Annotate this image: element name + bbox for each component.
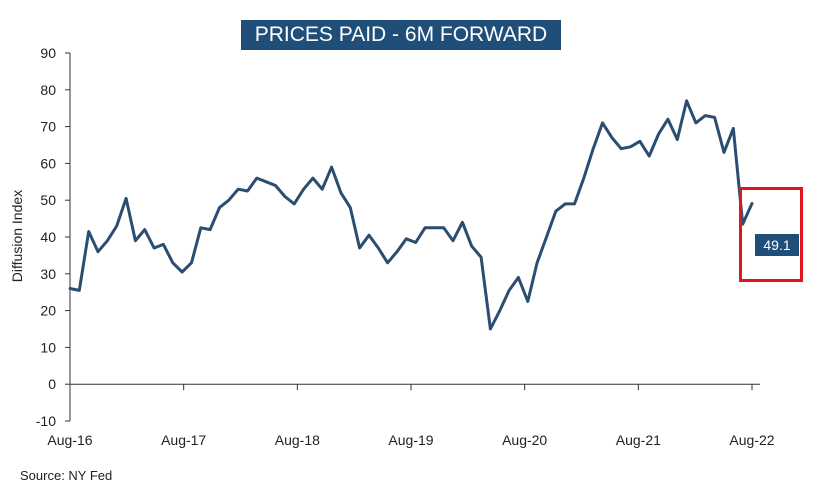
x-tick-label: Aug-18: [275, 432, 320, 448]
x-tick-label: Aug-21: [616, 432, 661, 448]
y-axis-label: Diffusion Index: [9, 189, 25, 283]
x-tick-label: Aug-16: [47, 432, 92, 448]
x-tick-label: Aug-19: [388, 432, 433, 448]
highlight-box: [739, 187, 803, 282]
y-tick-label: 90: [40, 45, 56, 61]
y-tick-label: 30: [40, 266, 56, 282]
y-tick-label: -10: [36, 413, 56, 429]
chart-title: PRICES PAID - 6M FORWARD: [241, 20, 561, 50]
last-value-callout: 49.1: [755, 234, 799, 256]
y-tick-label: 10: [40, 339, 56, 355]
series-area: [68, 99, 754, 331]
x-tick-label: Aug-17: [161, 432, 206, 448]
source-note: Source: NY Fed: [20, 468, 113, 483]
y-tick-label: 60: [40, 155, 56, 171]
x-tick-label: Aug-20: [502, 432, 547, 448]
series-line: [68, 99, 754, 331]
x-tick-label: Aug-22: [729, 432, 774, 448]
y-tick-label: 50: [40, 192, 56, 208]
y-tick-label: 0: [48, 376, 56, 392]
x-axis: Aug-16 Aug-17 Aug-18 Aug-19 Aug-20 Aug-21 Aug-…: [47, 383, 775, 448]
y-tick-label: 40: [40, 229, 56, 245]
y-tick-label: 20: [40, 303, 56, 319]
y-tick-label: 70: [40, 119, 56, 135]
y-axis: -10 0 10 20 30 40 50 60 70 80 90: [36, 45, 71, 429]
y-tick-label: 80: [40, 82, 56, 98]
